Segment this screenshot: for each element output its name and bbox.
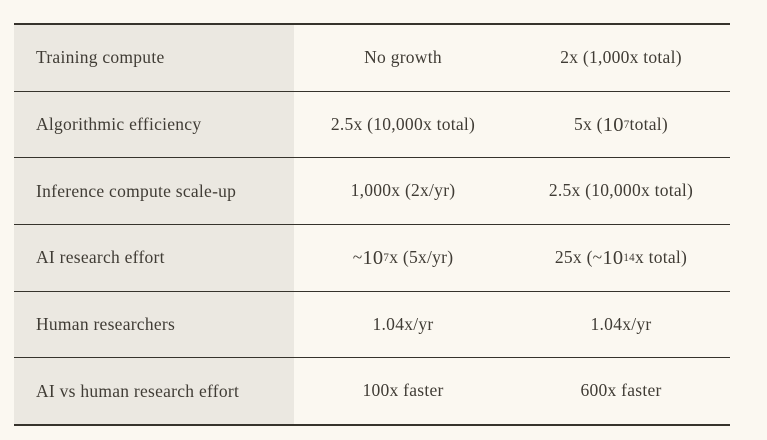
row-label: Inference compute scale-up <box>14 158 294 225</box>
value-text: 25x (~ <box>554 247 603 268</box>
value-cell-a: 2.5x (10,000x total) <box>294 92 512 158</box>
value-cell-a: 1,000x (2x/yr) <box>294 158 512 224</box>
value-cell-b: 1.04x/yr <box>512 292 730 358</box>
row-label: Algorithmic efficiency <box>14 91 294 158</box>
value-cell-b: 2x (1,000x total) <box>512 25 730 91</box>
value-text: total) <box>629 113 669 134</box>
table-row-inference-compute-scale-up: Inference compute scale-up 1,000x (2x/yr)… <box>14 158 730 226</box>
value-text: 2x (1,000x total) <box>560 47 682 68</box>
value-text: 1.04x/yr <box>590 313 652 334</box>
value-cell-a: ~10 7 x (5x/yr) <box>352 246 454 269</box>
value-text: x total) <box>634 247 688 268</box>
table-row-algorithmic-efficiency: Algorithmic efficiency 2.5x (10,000x tota… <box>14 91 730 159</box>
comparison-table: Training compute No growth 2x (1,000x tota… <box>14 23 730 426</box>
value-cell-b: 5x (10 7 total) <box>573 113 669 136</box>
value-cell-b: 25x (~ 10 14 x total) <box>554 246 688 269</box>
value-text: x (5x/yr) <box>389 247 454 268</box>
value-cell-a: No growth <box>294 25 512 91</box>
value-cell-b: 600x faster <box>512 358 730 424</box>
value-text: 100x faster <box>362 380 444 401</box>
row-label: AI vs human research effort <box>14 358 294 425</box>
value-text: ~ <box>352 247 363 268</box>
value-text: 600x faster <box>580 380 662 401</box>
value-cell-a: 100x faster <box>294 358 512 424</box>
value-text: 2.5x (10,000x total) <box>330 113 476 134</box>
table-row-training-compute: Training compute No growth 2x (1,000x tota… <box>14 25 730 92</box>
value-text: No growth <box>364 47 442 68</box>
table-row-human-researchers: Human researchers 1.04x/yr 1.04x/yr <box>14 291 730 359</box>
table-row-ai-vs-human-research-effort: AI vs human research effort 100x faster 60… <box>14 358 730 425</box>
table-row-ai-research-effort: AI research effort ~10 7 x (5x/yr) 25x (~ 10 1… <box>14 225 730 292</box>
value-text: 1,000x (2x/yr) <box>350 180 456 201</box>
row-label: AI research effort <box>14 225 294 291</box>
value-cell-a: 1.04x/yr <box>294 292 512 358</box>
value-text: 5x ( <box>573 113 603 134</box>
row-label: Human researchers <box>14 291 294 358</box>
value-cell-b: 2.5x (10,000x total) <box>512 158 730 224</box>
value-text: 1.04x/yr <box>372 313 434 334</box>
row-label: Training compute <box>14 25 294 91</box>
value-text: 2.5x (10,000x total) <box>548 180 694 201</box>
